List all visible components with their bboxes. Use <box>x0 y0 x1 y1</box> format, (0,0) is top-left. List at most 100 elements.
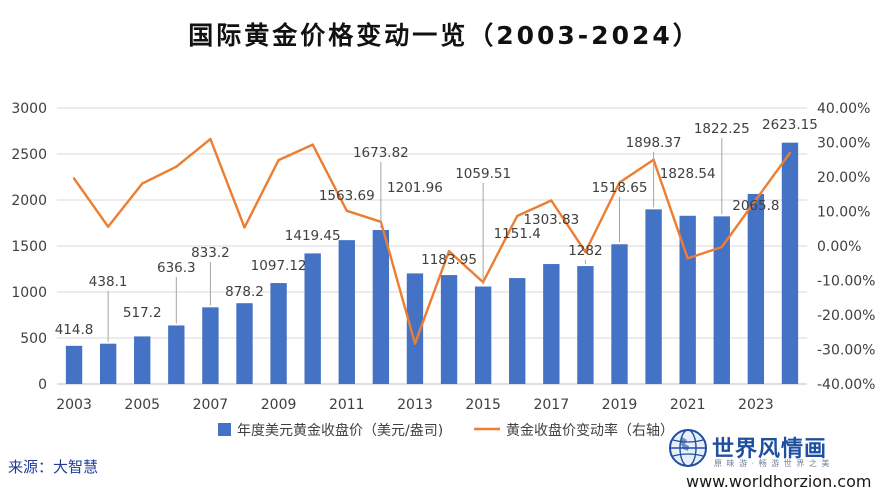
data-label: 1183.95 <box>421 252 477 268</box>
chart-title: 国际黄金价格变动一览（2003-2024） <box>188 21 701 50</box>
line-point <box>550 199 553 202</box>
x-tick-label: 2005 <box>124 397 160 413</box>
bar <box>509 278 526 384</box>
bar <box>577 266 594 384</box>
bar <box>645 209 662 384</box>
globe-icon <box>669 429 707 467</box>
y-left-tick-label: 2000 <box>11 193 47 209</box>
bar <box>270 283 287 384</box>
line-point <box>413 342 417 345</box>
line-point <box>311 143 314 146</box>
line-point <box>243 226 246 229</box>
data-label: 1059.51 <box>455 166 511 182</box>
bar <box>611 244 628 384</box>
y-left-tick-label: 500 <box>20 331 47 347</box>
y-left-tick-label: 1000 <box>11 285 47 301</box>
x-tick-label: 2021 <box>670 397 706 413</box>
bar <box>168 325 185 384</box>
x-tick-label: 2019 <box>602 397 638 413</box>
line-point <box>686 257 689 260</box>
line-point <box>754 198 758 201</box>
line-point <box>72 177 76 180</box>
data-label: 2065.8 <box>732 198 779 214</box>
y-right-tick-label: -20.00% <box>817 308 875 324</box>
bar <box>304 253 321 384</box>
bar <box>406 273 424 384</box>
y-right-tick-label: -10.00% <box>817 274 875 290</box>
legend-line-label: 黄金收盘价变动率（右轴） <box>506 422 674 439</box>
y-left-tick-label: 3000 <box>11 101 47 117</box>
data-label: 878.2 <box>225 284 264 300</box>
data-label: 1097.12 <box>251 258 307 274</box>
x-tick-label: 2013 <box>397 397 433 413</box>
data-label: 1828.54 <box>660 166 716 182</box>
y-right-tick-label: 0.00% <box>817 239 861 255</box>
data-label: 1303.83 <box>523 212 579 228</box>
line-point <box>277 158 280 162</box>
bar <box>474 286 492 384</box>
data-label: 1201.96 <box>387 180 443 196</box>
data-label: 517.2 <box>123 305 162 321</box>
x-tick-label: 2017 <box>533 397 569 413</box>
line-point <box>788 151 792 155</box>
bar <box>99 343 117 384</box>
x-tick-label: 2015 <box>465 397 501 413</box>
bar <box>781 142 799 384</box>
data-label: 833.2 <box>191 245 230 261</box>
data-label: 636.3 <box>157 260 196 276</box>
brand-name: 世界风情画 <box>712 437 828 462</box>
bar <box>372 230 390 384</box>
x-tick-label: 2007 <box>193 397 229 413</box>
x-tick-label: 2009 <box>261 397 297 413</box>
data-label: 1419.45 <box>285 228 341 244</box>
data-label: 1282 <box>568 243 602 259</box>
x-tick-label: 2023 <box>738 397 774 413</box>
data-label: 1673.82 <box>353 145 409 161</box>
legend-bar-label: 年度美元黄金收盘价（美元/盎司) <box>237 422 443 439</box>
x-tick-label: 2003 <box>56 397 92 413</box>
line-point <box>106 225 110 228</box>
legend-bar-swatch <box>218 423 231 436</box>
x-tick-label: 2011 <box>329 397 365 413</box>
y-left-tick-label: 2500 <box>11 147 47 163</box>
line-point <box>175 165 178 168</box>
line-point <box>720 245 723 249</box>
data-label: 1822.25 <box>694 121 750 137</box>
brand-tagline: 原 味 游 · 畅 游 世 界 之 美 <box>714 459 831 468</box>
y-left-tick-label: 0 <box>38 377 47 393</box>
y-right-tick-label: -40.00% <box>817 377 875 393</box>
line-point <box>447 249 451 253</box>
data-label: 1151.4 <box>494 226 541 242</box>
line-point <box>345 209 348 213</box>
y-left-tick-label: 1500 <box>11 239 47 255</box>
brand-url: www.worldhorzion.com <box>686 472 872 491</box>
line-point <box>584 250 587 254</box>
y-right-tick-label: 30.00% <box>817 136 870 152</box>
bar <box>440 275 458 384</box>
brand-logo: 世界风情画 原 味 游 · 畅 游 世 界 之 美 <box>668 428 868 472</box>
y-right-tick-label: 40.00% <box>817 101 870 117</box>
line-point <box>209 137 212 141</box>
line-point <box>141 182 144 185</box>
bar <box>338 240 355 384</box>
data-label: 1898.37 <box>626 135 682 151</box>
data-label: 2623.15 <box>762 117 818 133</box>
bar <box>134 336 151 384</box>
y-right-tick-label: 20.00% <box>817 170 870 186</box>
bar <box>202 307 219 384</box>
line-point <box>516 214 519 218</box>
line-point <box>618 181 621 184</box>
line-series <box>73 137 791 345</box>
data-label: 1518.65 <box>592 180 648 196</box>
data-label: 414.8 <box>55 322 94 338</box>
y-right-tick-label: 10.00% <box>817 205 870 221</box>
bar <box>543 264 560 384</box>
source-note: 来源：大智慧 <box>8 458 99 476</box>
data-label: 438.1 <box>89 274 128 290</box>
bar <box>65 345 83 384</box>
bar <box>747 193 765 384</box>
bar <box>713 216 730 384</box>
y-right-tick-label: -30.00% <box>817 343 875 359</box>
bar <box>236 303 253 384</box>
